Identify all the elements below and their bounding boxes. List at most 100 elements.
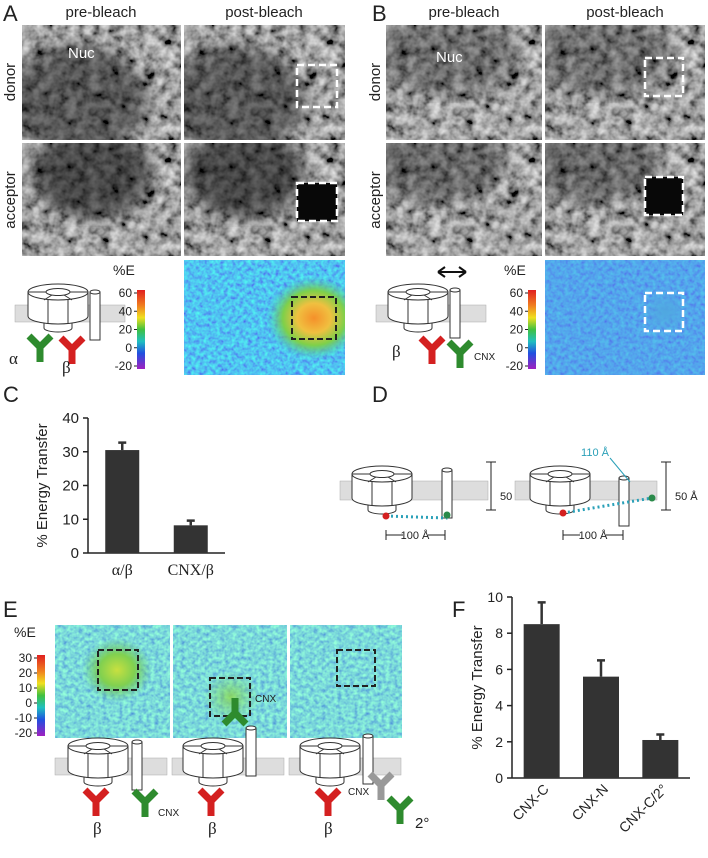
panel-letter: E [3, 597, 18, 622]
colorbar-tick-label: 40 [119, 304, 133, 318]
subunit-icon [200, 790, 222, 816]
error-bar [597, 659, 605, 677]
colorbar-tick-label: 0 [25, 696, 32, 710]
row-label: donor [2, 63, 19, 101]
subunit-label: CNX [474, 352, 495, 363]
colorbar-tick-label: -20 [115, 359, 133, 373]
bleach-roi [97, 649, 139, 691]
fret-map [290, 625, 402, 738]
colorbar-tick-label: 30 [19, 651, 33, 665]
error-bar [118, 441, 127, 451]
colorbar-tick-label: 20 [19, 666, 33, 680]
y-axis-label: % Energy Transfer [469, 625, 486, 749]
bar [105, 450, 140, 553]
distance-label: 110 Å [581, 446, 610, 459]
receptor-icon [351, 465, 413, 515]
bleach-roi [643, 56, 685, 98]
x-tick-label: CNX-C [509, 781, 552, 824]
panel-letter: F [452, 597, 465, 622]
subunit-label: β [208, 819, 217, 838]
colorbar-tick-label: 0 [125, 341, 132, 355]
label-leader [609, 457, 631, 483]
colorbar [37, 655, 45, 736]
subunit-label: CNX [348, 787, 369, 798]
subunit-icon [317, 790, 339, 816]
bleach-roi [295, 181, 339, 223]
subunit-icon [85, 790, 107, 816]
error-bar [186, 519, 195, 526]
scale-bar [486, 461, 496, 511]
scale-bar [562, 530, 624, 540]
distance-line [385, 514, 448, 520]
diffusion-arrow [437, 266, 467, 278]
y-axis-label: % Energy Transfer [34, 423, 51, 547]
subunit-icon [421, 338, 443, 364]
row-label: acceptor [367, 171, 384, 229]
colorbar-tick-label: 20 [510, 323, 524, 337]
subunit-label: 2° [415, 815, 429, 832]
fret-map [55, 625, 170, 738]
subunit-icon [29, 336, 51, 362]
micrograph [184, 143, 345, 256]
y-tick-label: 0 [71, 545, 79, 562]
y-tick-label: 20 [62, 478, 79, 495]
colorbar-tick-label: 60 [510, 286, 524, 300]
error-bar [537, 601, 546, 625]
micrograph [22, 143, 181, 256]
colorbar-tick-label: -20 [506, 359, 524, 373]
y-tick-label: 40 [62, 410, 79, 427]
receptor-icon [299, 737, 361, 787]
column-label: pre-bleach [429, 4, 500, 21]
tm-helix-icon [131, 739, 143, 791]
nucleus-label: Nuc [68, 45, 95, 62]
colorbar-tick-label: 20 [119, 323, 133, 337]
fret-map [184, 260, 345, 375]
micrograph [386, 143, 542, 256]
subunit-label: β [324, 819, 333, 838]
row-label: acceptor [2, 171, 19, 229]
micrograph [545, 25, 705, 140]
bar [173, 525, 208, 553]
receptor-icon [182, 737, 244, 787]
acceptor-dot [648, 494, 656, 502]
micrograph: Nuc [386, 25, 542, 140]
x-tick-label: CNX/β [168, 562, 214, 579]
tm-helix-icon [441, 467, 453, 519]
y-tick-label: 6 [495, 661, 503, 677]
error-bar [656, 733, 665, 740]
nucleus-label: Nuc [436, 49, 463, 66]
receptor-icon [529, 465, 591, 515]
distance-label: 50 Å [675, 490, 698, 503]
micrograph [184, 25, 345, 140]
panel-letter: C [3, 382, 19, 407]
bleach-roi [643, 291, 685, 333]
bleach-roi [291, 296, 337, 340]
fret-map [545, 260, 705, 375]
distance-label: 100 Å [579, 529, 608, 542]
y-tick-label: 8 [495, 625, 503, 641]
subunit-icon [389, 798, 411, 824]
panel-letter: A [3, 1, 18, 26]
panel-letter: D [372, 382, 388, 407]
fret-map [173, 625, 287, 738]
subunit-label: CNX [255, 694, 276, 705]
micrograph [545, 143, 705, 256]
receptor-icon [27, 283, 89, 333]
tm-helix-icon [449, 287, 461, 339]
colorbar-title: %E [14, 624, 36, 640]
receptor-icon [67, 737, 129, 787]
donor-dot [559, 509, 567, 517]
subunit-label: CNX [158, 808, 179, 819]
subunit-label: α [9, 349, 18, 368]
column-label: post-bleach [586, 4, 664, 21]
subunit-label: β [93, 819, 102, 838]
colorbar-title: %E [113, 262, 135, 278]
micrograph: Nuc [22, 25, 181, 140]
colorbar-tick-label: 40 [510, 304, 524, 318]
bleach-roi [209, 677, 251, 717]
bar [583, 676, 619, 778]
column-label: pre-bleach [66, 4, 137, 21]
y-tick-label: 2 [495, 734, 503, 750]
x-tick-label: CNX-C/2° [616, 781, 671, 836]
